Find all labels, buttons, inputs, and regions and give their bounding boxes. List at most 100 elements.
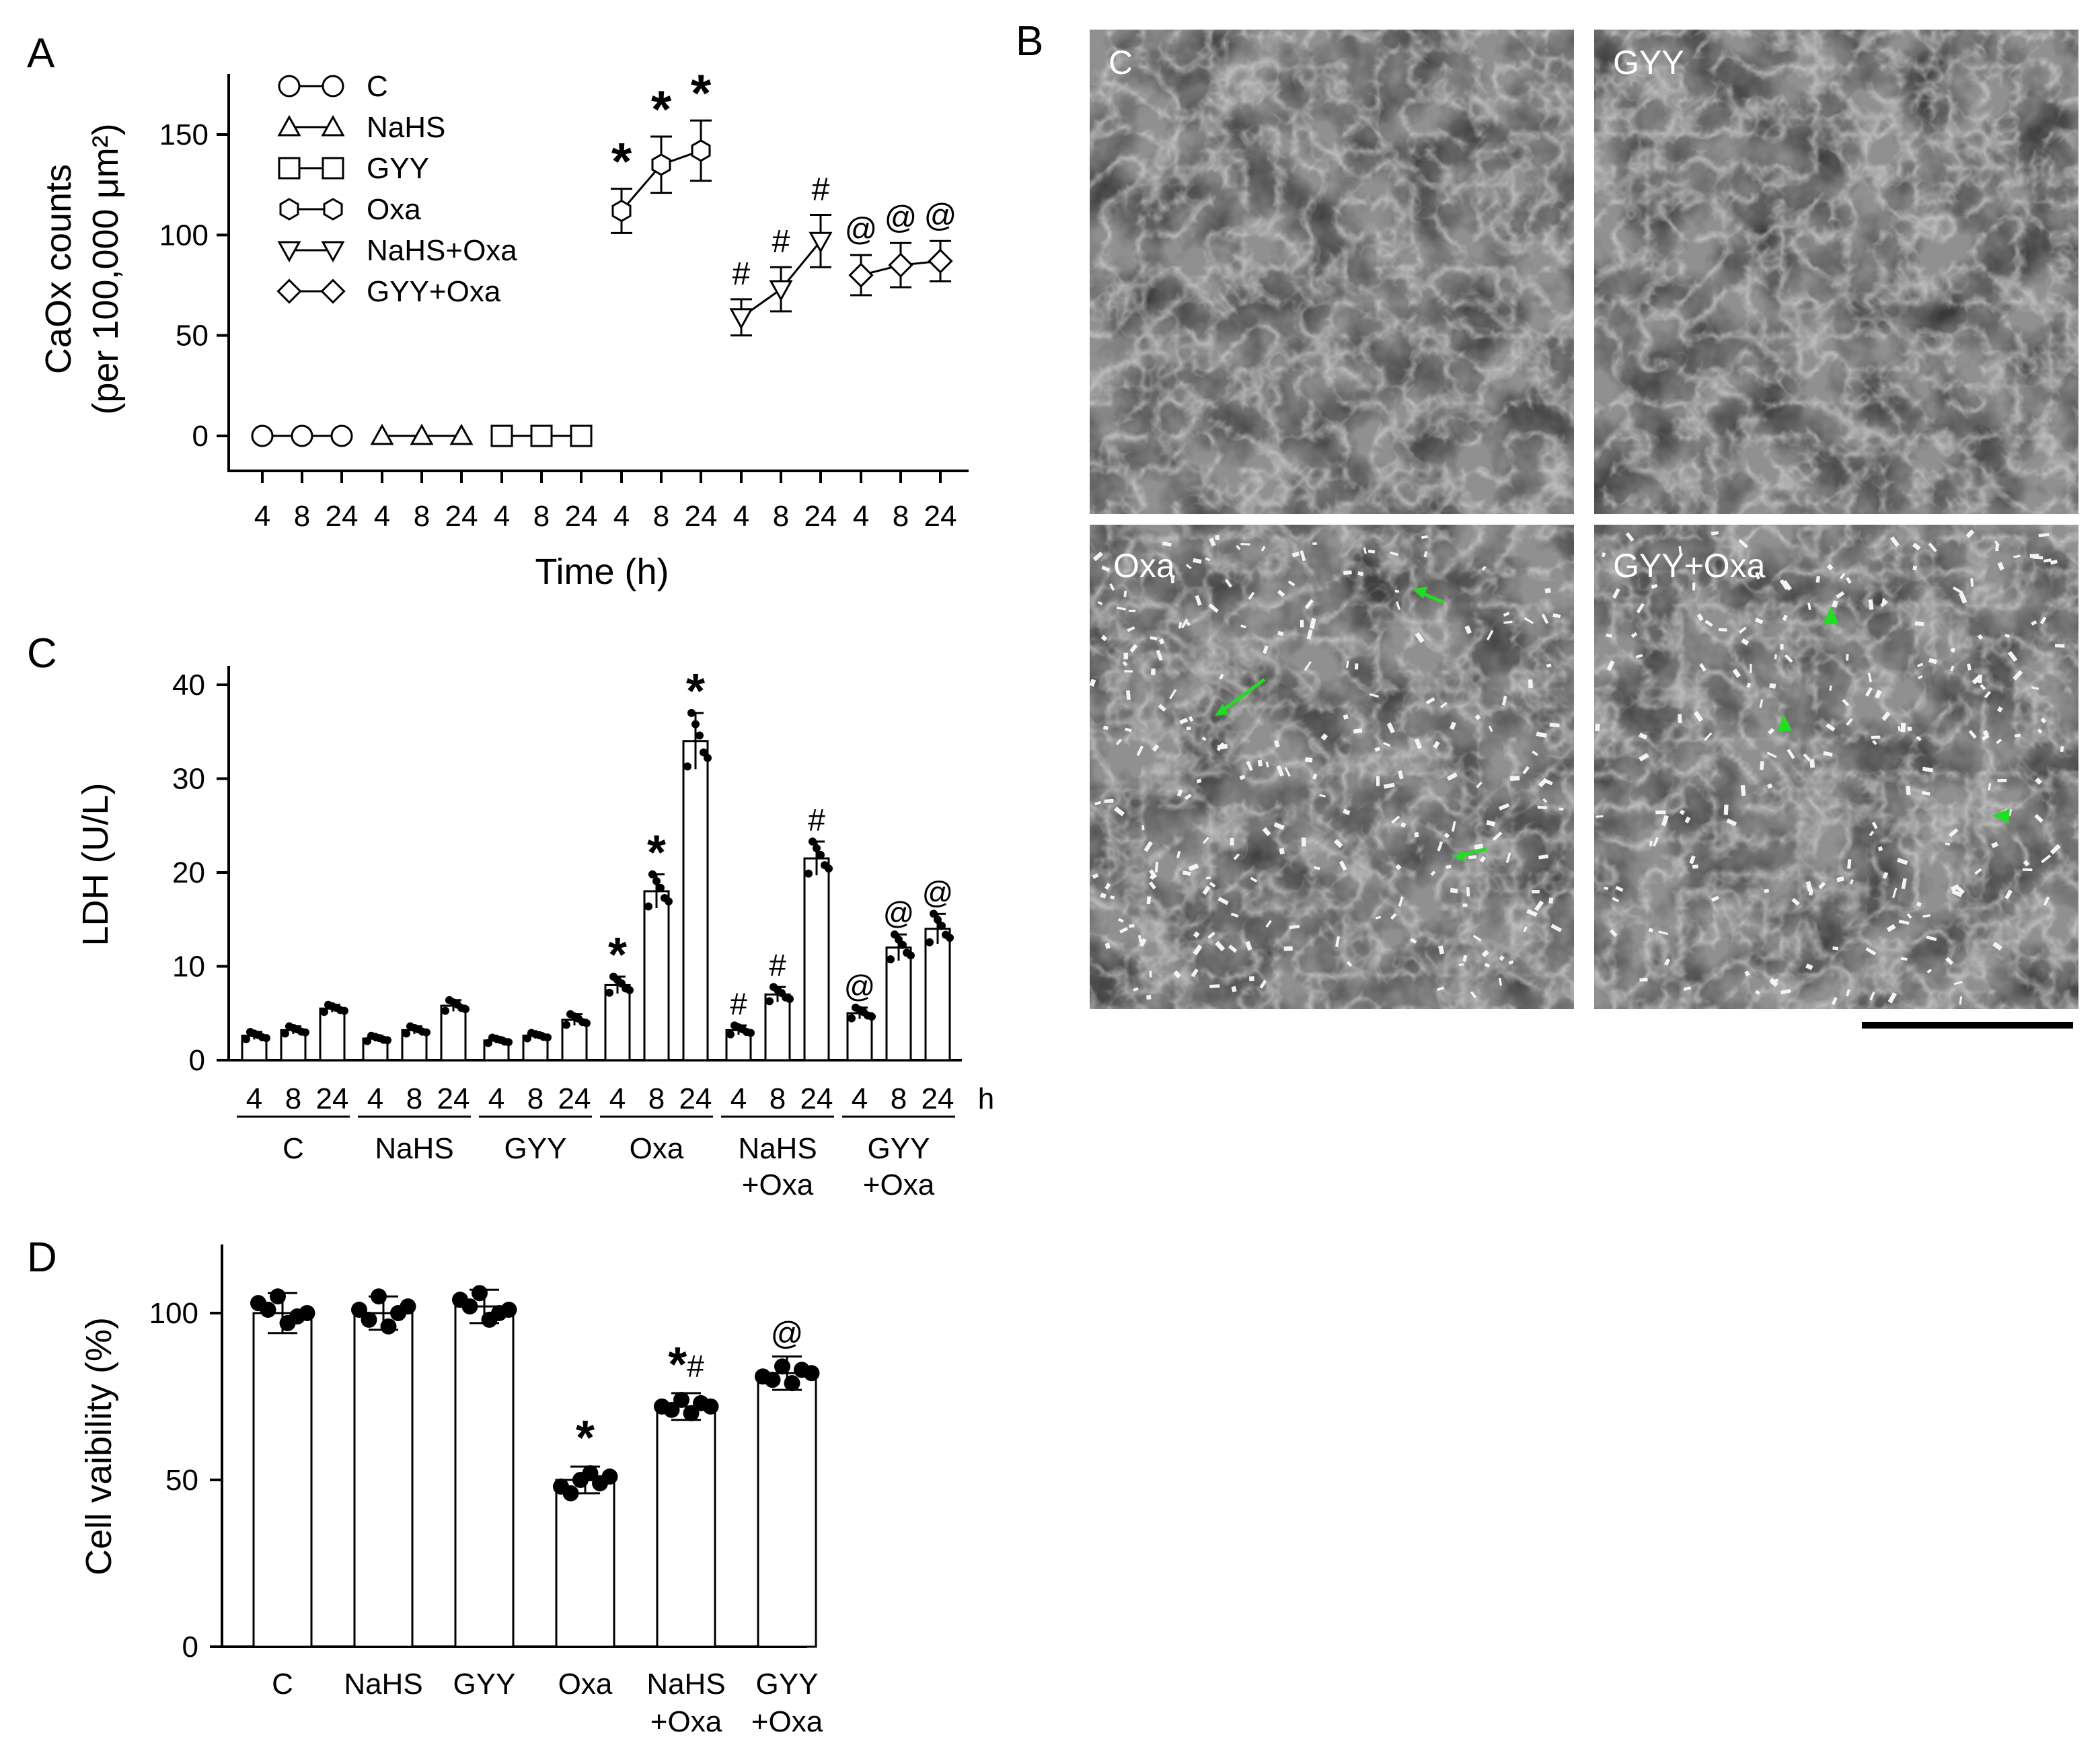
data-point [784,1375,800,1392]
crystal-speck [1239,774,1246,780]
data-point [361,1311,377,1328]
crystal-speck [1912,542,1921,551]
x-tick-label: 8 [773,500,789,533]
y-tick-label: 30 [172,763,205,796]
crystal-speck [1601,552,1606,558]
crystal-speck [1945,957,1954,965]
crystal-speck [1346,961,1353,967]
bar [682,740,709,1062]
crystal-speck [1594,723,1600,732]
arrow-head-icon [1215,704,1228,716]
arrowhead-icon [1823,607,1839,624]
x-tick-label: 4 [613,500,630,533]
data-point [340,1006,348,1015]
crystal-speck [1780,644,1784,650]
x-tick-label: 24 [800,1082,833,1115]
square-marker [490,424,513,447]
data-point [813,844,821,853]
legend-label: GYY [367,152,429,185]
crystal-speck [1604,887,1609,890]
data-point [764,1372,781,1388]
crystal-speck [1178,622,1183,629]
crystal-speck [1119,926,1129,934]
x-tick-label: 24 [924,500,957,533]
crystal-speck [1394,589,1400,593]
data-point [445,996,453,1004]
crystal-speck [1390,913,1397,920]
data-point [543,1033,552,1042]
crystal-speck [1791,897,1800,906]
data-point [809,837,817,846]
crystal-speck [1415,632,1425,643]
circle-marker [291,424,313,447]
significance-mark: @ [883,895,915,930]
crystal-speck [1170,575,1174,584]
panel-b-micrographs: C GYY Oxa [1089,30,2078,1029]
panel-b-label: B [1016,18,1043,65]
crystal-speck [1230,838,1234,846]
crystal-speck [1265,920,1272,928]
x-tick-label: 8 [294,500,310,533]
data-point [562,1485,579,1501]
data-point [281,1029,289,1038]
crystal-speck [1907,727,1912,731]
crystal-speck [1410,938,1417,944]
crystal-speck [1158,638,1165,644]
crystal-speck [1869,830,1875,837]
crystal-speck [1273,822,1285,830]
crystal-speck [1481,949,1489,958]
crystal-speck [1136,745,1144,756]
crystal-speck [2060,745,2064,753]
crystal-speck [1787,749,1795,759]
crystal-speck [1141,825,1145,831]
crystal-speck [1149,970,1152,977]
triangle-up-marker [277,114,301,137]
triangle-down-marker [729,308,753,330]
crystal-speck [1836,876,1845,883]
crystal-speck [1882,871,1889,879]
triangle-down-marker [809,231,833,254]
crystal-speck [1097,601,1103,605]
crystal-speck [1188,716,1194,722]
crystal-speck [1116,606,1126,611]
data-point [371,1288,387,1305]
crystal-speck [1538,854,1548,860]
data-point [803,1365,820,1382]
crystal-speck [1770,978,1779,985]
crystal-speck [1398,896,1404,907]
crystal-speck [1754,618,1764,625]
crystal-speck [1522,766,1530,775]
data-point [726,1030,735,1039]
crystal-speck [1606,660,1615,671]
crystal-speck [2039,616,2047,625]
group-label: GYY [504,1132,567,1165]
crystal-speck [1437,841,1443,852]
data-point [285,1022,293,1031]
crystal-speck [1474,714,1481,720]
crystal-speck [1552,613,1561,619]
legend-label: C [367,70,388,103]
crystal-speck [1488,725,1493,733]
crystal-speck [1208,603,1219,613]
crystal-speck [1891,887,1898,899]
crystal-speck [1847,859,1852,869]
crystal-speck [1182,870,1191,876]
bar [757,1372,817,1648]
y-tick-label: 0 [192,420,209,453]
crystal-speck [1122,661,1128,667]
crystal-speck [1149,873,1156,880]
triangle-up-marker [370,423,394,445]
crystal-speck [1807,602,1811,611]
data-point [605,988,613,997]
micrograph-gyy-oxa-label: GYY+Oxa [1613,547,1766,585]
x-tick-label: 24 [326,500,359,533]
crystal-speck [1826,564,1834,571]
significance-mark: * [686,665,705,718]
crystal-speck [1173,970,1181,979]
triangle-down-marker [277,241,301,263]
crystal-speck [1176,789,1183,797]
data-point [617,979,626,988]
panel-a-label: A [27,30,55,77]
